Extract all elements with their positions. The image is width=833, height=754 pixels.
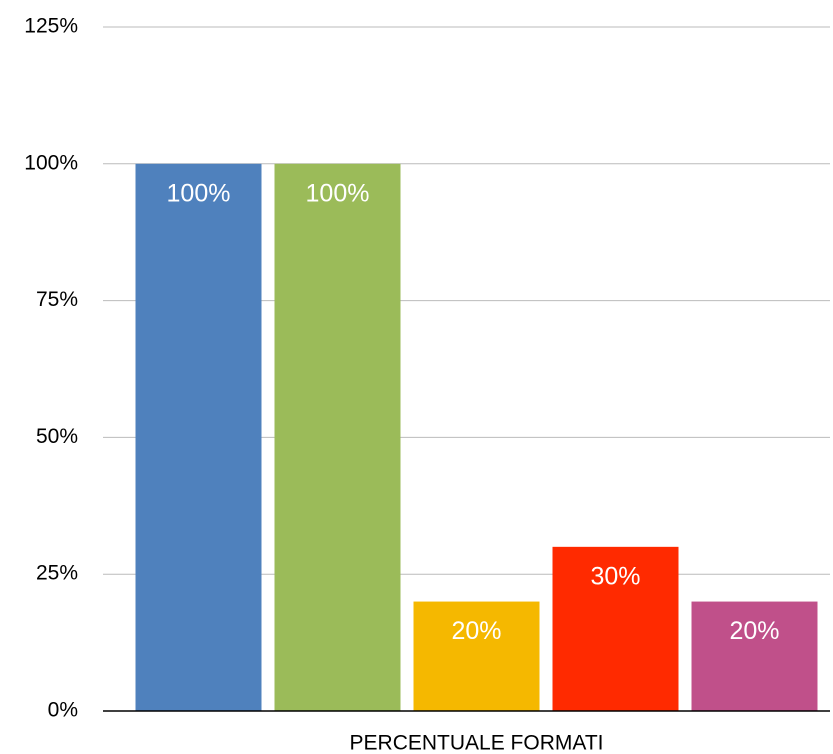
y-tick-label: 25% bbox=[36, 562, 78, 585]
bar bbox=[691, 601, 818, 711]
data-label: 20% bbox=[729, 617, 779, 645]
data-label: 100% bbox=[306, 179, 370, 207]
y-tick-label: 0% bbox=[48, 699, 78, 722]
bar bbox=[135, 163, 262, 712]
data-label: 100% bbox=[167, 179, 231, 207]
y-tick-label: 100% bbox=[24, 151, 78, 174]
data-label: 20% bbox=[451, 617, 501, 645]
bar bbox=[552, 546, 679, 711]
x-tick-label: PERCENTUALE FORMATI bbox=[350, 732, 604, 754]
bar bbox=[413, 601, 540, 711]
bar bbox=[274, 163, 401, 712]
y-tick-label: 75% bbox=[36, 288, 78, 311]
y-tick-label: 50% bbox=[36, 425, 78, 448]
y-tick-label: 125% bbox=[24, 15, 78, 38]
data-label: 30% bbox=[590, 562, 640, 590]
